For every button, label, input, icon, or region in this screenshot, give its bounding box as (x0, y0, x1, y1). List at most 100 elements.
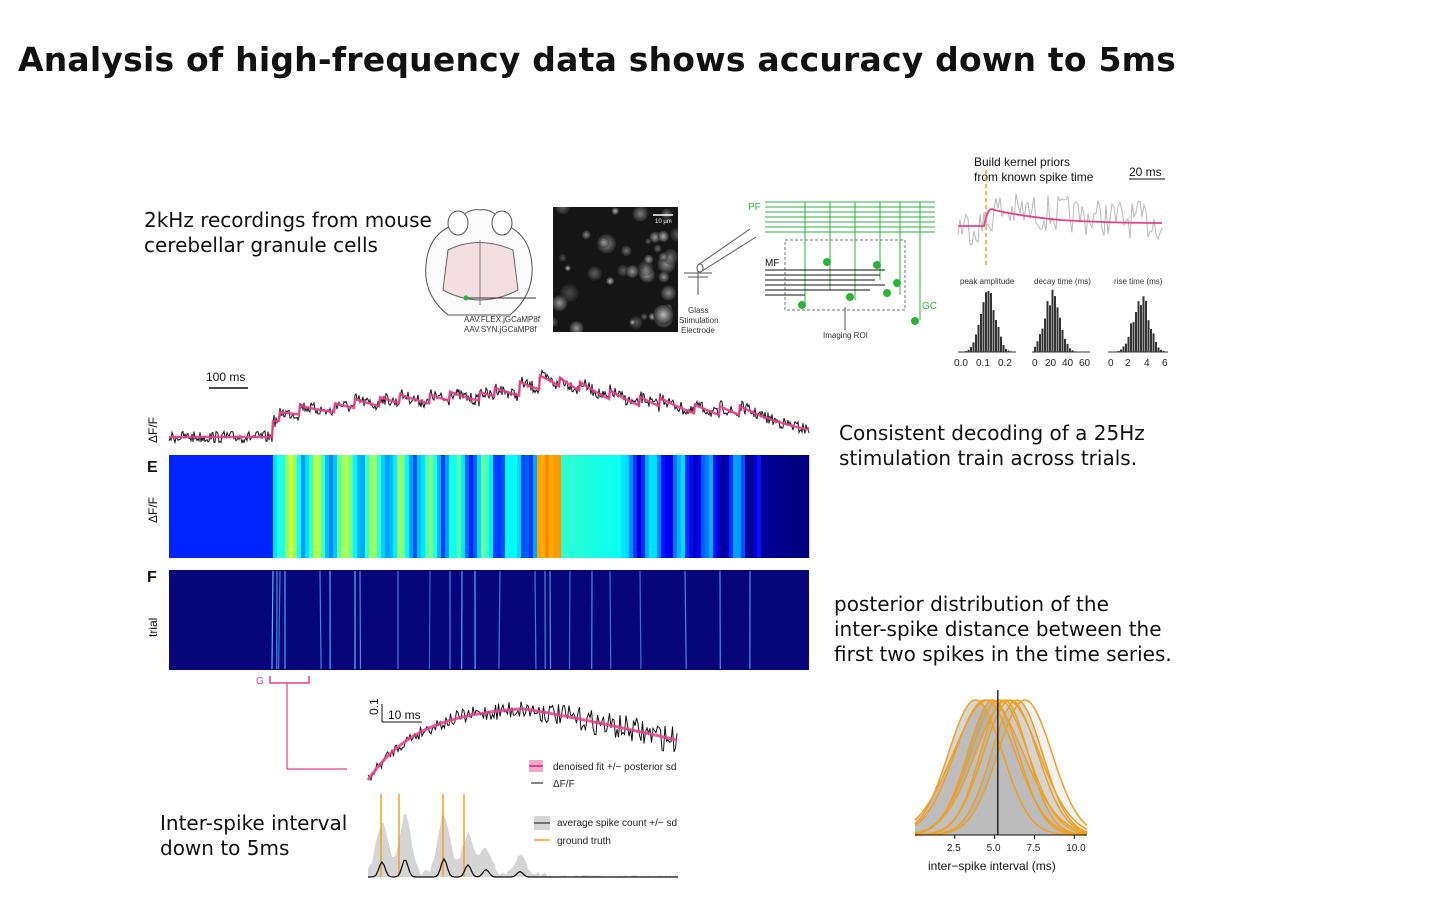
heatmap-cell (629, 455, 634, 558)
hist-bar (985, 292, 987, 352)
heatmap-cell (613, 455, 618, 558)
hist-bar (1061, 329, 1064, 352)
hist-bar (970, 347, 972, 352)
heatmap-cell (449, 455, 454, 558)
cell-body (653, 304, 674, 325)
cell-body (658, 271, 670, 283)
pf-label: PF (748, 202, 761, 213)
heatmap-cell (557, 455, 562, 558)
hist-bar (1132, 322, 1135, 352)
heatmap-cell (197, 455, 202, 558)
heatmap-cell (437, 455, 442, 558)
heatmap-cell (569, 455, 574, 558)
hist-bar (1157, 347, 1160, 352)
legend-denoised: denoised fit +/− posterior sd (553, 762, 676, 773)
heatmap-cell (389, 455, 394, 558)
heatmap-cell (233, 455, 238, 558)
heatmap-cell (577, 455, 582, 558)
heatmap-cell (633, 455, 638, 558)
heatmap-cell (461, 455, 466, 558)
heatmap-cell (405, 455, 410, 558)
roi-label: Imaging ROI (823, 331, 868, 340)
hist-bar (1130, 323, 1132, 352)
electrode-schematic: Glass Stimulation Electrode (679, 228, 757, 335)
x-axis-label: inter−spike interval (ms) (928, 859, 1056, 873)
hist-tick: 6 (1162, 358, 1168, 369)
hist-bar (975, 334, 977, 352)
hist-bar (977, 324, 980, 352)
hist-bar (1041, 328, 1044, 352)
hist-bar (1046, 301, 1049, 352)
heatmap-cell (765, 455, 770, 558)
posterior-curve (915, 699, 1088, 836)
cell-body (621, 245, 632, 257)
heatmap-cell (525, 455, 530, 558)
isi-posterior-chart: 2.5 5.0 7.5 10.0 inter−spike interval (ms) (914, 690, 1088, 873)
heatmap-cell (625, 455, 630, 558)
hist-bar (987, 291, 990, 352)
hist-bar (1135, 311, 1137, 352)
heatmap-cell (445, 455, 450, 558)
hist-bar (1145, 300, 1147, 352)
posterior-fill (915, 700, 1087, 835)
heatmap-cell (285, 455, 290, 558)
heatmap-cell (705, 455, 710, 558)
heatmap-cell (221, 455, 226, 558)
posterior-curve (914, 699, 1087, 836)
heatmap-cell (289, 455, 294, 558)
heatmap-cell (741, 455, 746, 558)
panel-letter-f: F (147, 569, 157, 586)
heatmap-cell (761, 455, 766, 558)
heatmap-cell (309, 455, 314, 558)
cell-body (606, 277, 615, 286)
heatmap-cell (417, 455, 422, 558)
heatmap-cell (657, 455, 662, 558)
cell-body (662, 248, 678, 265)
x-tick-label: 7.5 (1026, 843, 1040, 854)
cell-body (653, 244, 662, 253)
panel-letter-e: E (147, 459, 158, 476)
heatmap-cell (537, 455, 542, 558)
heatmap-cell (209, 455, 214, 558)
decoded-spike-line (534, 570, 537, 670)
hist-bar (1117, 350, 1120, 352)
heatmap-cell (321, 455, 326, 558)
heatmap-cell (621, 455, 626, 558)
heatmap-cell (565, 455, 570, 558)
heatmap-cell (361, 455, 366, 558)
hist-bar (992, 310, 995, 352)
cell-body (640, 313, 648, 321)
posterior-curve (914, 699, 1088, 834)
heatmap-cell (377, 455, 382, 558)
heatmap-cell (725, 455, 730, 558)
heatmap-cell (533, 455, 538, 558)
hist-bar (1049, 305, 1051, 352)
zoom-panel: G 0.1 10 ms denoised fit +/− posterior s… (256, 676, 678, 878)
heatmap-cell (573, 455, 578, 558)
cell-body (637, 260, 654, 276)
posterior-fill (915, 700, 1087, 835)
hist-bar (1066, 343, 1069, 352)
heatmap-cell (637, 455, 642, 558)
cell-body (658, 252, 668, 262)
hist-bar (1000, 336, 1002, 352)
heatmap-cell (737, 455, 742, 558)
heatmap-cell (425, 455, 430, 558)
heatmap-cell (249, 455, 254, 558)
recordings-caption: 2kHz recordings from mouse cerebellar gr… (144, 208, 432, 257)
decoded-spike-line (684, 570, 687, 670)
heatmap-cell (585, 455, 590, 558)
heatmap-cell (305, 455, 310, 558)
heatmap-cell (801, 455, 806, 558)
heatmap-cell (661, 455, 666, 558)
legend-spike-count: average spike count +/− sd (557, 818, 677, 829)
posterior-fill (915, 700, 1087, 835)
heatmap-cell (493, 455, 498, 558)
heatmap-cell (317, 455, 322, 558)
heatmap-cell (433, 455, 438, 558)
heatmap-cell (593, 455, 598, 558)
x-tick-label: 10.0 (1066, 843, 1086, 854)
zoom-xscale: 10 ms (388, 708, 421, 722)
heatmap-cell (273, 455, 278, 558)
posterior-curve (914, 699, 1088, 834)
